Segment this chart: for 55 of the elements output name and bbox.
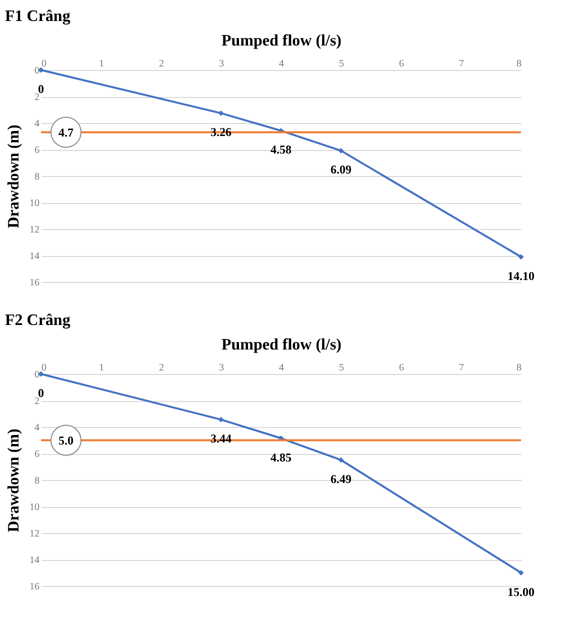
ref-line-label: 4.7 (58, 125, 74, 140)
x-tick-label: 3 (219, 362, 224, 374)
chart-title: F1 Crâng (5, 8, 70, 25)
y-tick-label: 0 (34, 66, 40, 76)
data-label: 6.49 (330, 472, 352, 486)
y-tick-label: 10 (30, 198, 40, 209)
x-tick-label: 5 (339, 58, 344, 70)
y-axis-title: Drawdown (m) (6, 428, 22, 532)
x-tick-label: 7 (459, 362, 464, 374)
x-tick-label: 4 (279, 58, 284, 70)
point (218, 110, 224, 116)
x-tick-label: 1 (99, 58, 104, 70)
y-tick-label: 4 (34, 118, 40, 130)
y-axis-title: Drawdown (m) (6, 124, 22, 228)
y-tick-label: 12 (30, 528, 40, 540)
y-tick-label: 2 (34, 396, 40, 407)
y-tick-label: 14 (30, 555, 40, 566)
y-tick-label: 6 (34, 449, 40, 460)
x-axis-title: Pumped flow (l/s) (222, 32, 342, 50)
x-tick-label: 6 (399, 58, 404, 70)
x-tick-label: 5 (339, 362, 344, 374)
x-tick-label: 3 (219, 58, 224, 70)
y-tick-label: 0 (34, 370, 40, 380)
x-tick-label: 2 (159, 362, 164, 374)
x-axis-title: Pumped flow (l/s) (222, 336, 342, 354)
chart-title: F2 Crâng (5, 312, 70, 329)
point (338, 457, 344, 463)
data-label: 14.10 (508, 268, 534, 283)
x-tick-label: 6 (399, 362, 404, 374)
y-tick-label: 16 (30, 582, 40, 592)
x-tick-label: 0 (42, 362, 46, 374)
y-tick-label: 6 (34, 145, 40, 156)
y-tick-label: 12 (30, 224, 40, 236)
x-tick-label: 4 (279, 362, 284, 374)
x-tick-label: 8 (516, 362, 522, 374)
x-tick-label: 8 (516, 58, 522, 70)
y-tick-label: 10 (30, 502, 40, 513)
y-tick-label: 16 (30, 278, 40, 288)
y-tick-label: 4 (34, 422, 40, 434)
point (338, 148, 344, 154)
point (218, 416, 224, 422)
y-tick-label: 8 (34, 476, 40, 486)
data-label: 6.09 (330, 162, 352, 177)
y-tick-label: 14 (30, 251, 40, 262)
data-label: 15.00 (508, 584, 534, 599)
data-label: 4.58 (270, 142, 292, 157)
x-tick-label: 2 (159, 58, 164, 70)
y-tick-label: 8 (34, 172, 40, 182)
point (518, 254, 524, 260)
x-tick-label: 0 (42, 58, 46, 70)
ref-line-label: 5.0 (58, 433, 74, 448)
y-tick-label: 2 (34, 92, 40, 103)
x-tick-label: 1 (99, 362, 104, 374)
x-tick-label: 7 (459, 58, 464, 70)
data-label: 4.85 (270, 450, 292, 464)
